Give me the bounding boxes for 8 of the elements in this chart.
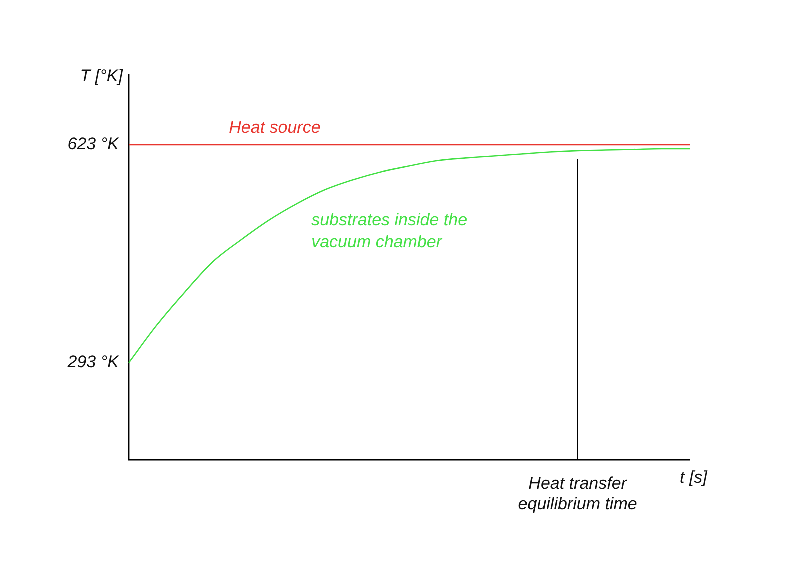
line-series [128,148,691,364]
x-axis-title: t [s] [680,468,709,488]
y-tick-label: 623 °K [68,134,120,154]
series-label: Heat source [229,118,321,138]
y-tick-label: 293 °K [66,352,120,372]
x-tick-label: Heat transfer equilibrium time [518,474,638,514]
series-label: substrates inside the vacuum chamber [312,210,468,252]
y-axis-title: T [°K] [80,66,124,86]
